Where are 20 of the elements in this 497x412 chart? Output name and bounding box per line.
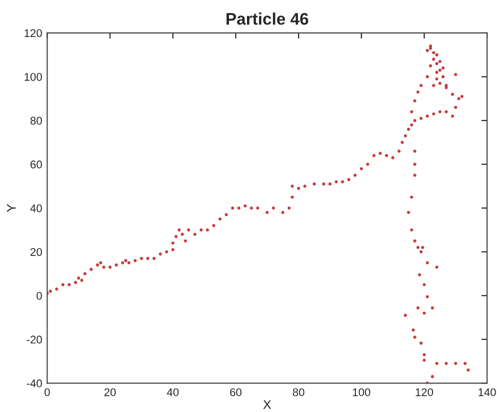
y-tick-label: 120 [24,29,42,38]
chart-title: Particle 46 [226,12,308,25]
y-tick-label: 20 [30,248,42,256]
x-tick-label: 140 [478,388,496,396]
x-tick-label: 60 [230,388,242,396]
x-tick-label: 80 [292,388,304,396]
y-tick-label: 40 [30,204,42,212]
y-tick-label: 60 [30,160,42,168]
y-tick-label: -40 [26,379,42,388]
y-tick-label: 0 [36,292,42,300]
x-tick-label: 120 [416,388,434,396]
x-axis-title: X [263,400,272,409]
x-tick-label: 40 [166,388,179,396]
x-tick-label: 20 [104,388,116,396]
y-axis-title: Y [7,204,16,212]
x-tick-label: 0 [44,388,50,396]
y-tick-label: -20 [26,336,42,344]
x-tick-label: 100 [352,388,370,396]
y-tick-label: 100 [24,73,42,81]
y-tick-label: 80 [30,116,42,125]
